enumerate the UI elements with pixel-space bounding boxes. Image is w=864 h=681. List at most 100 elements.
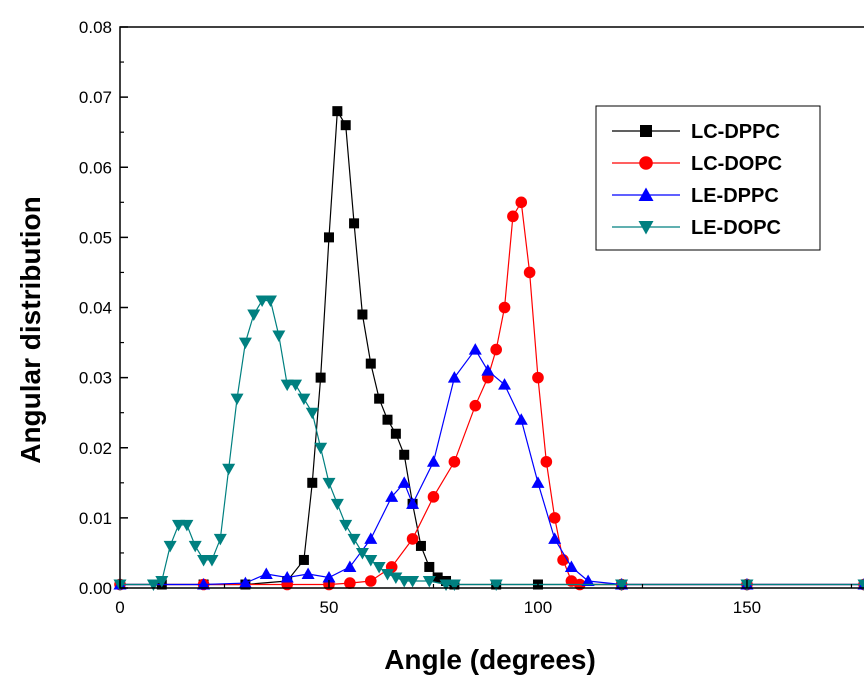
data-point [397,575,411,588]
data-point [197,577,211,590]
data-point [548,512,561,524]
data-point [323,232,334,243]
data-point [490,343,502,356]
data-point [447,371,461,383]
data-point [532,371,544,384]
legend-label: LE-DOPC [691,217,781,239]
data-point [481,364,495,376]
y-tick-label: 0.01 [79,509,112,528]
data-point [381,568,395,581]
legend-marker [638,221,654,235]
data-point [280,570,294,583]
data-point [406,575,420,588]
data-point [385,490,399,502]
data-point [272,330,286,343]
data-point [332,106,343,117]
data-point [489,579,503,591]
data-point [230,393,244,406]
data-point [343,560,357,572]
legend-item-LC-DOPC: LC-DOPC [612,153,782,175]
data-point [155,575,169,588]
legend-label: LE-DPPC [691,185,779,207]
data-point [315,372,326,383]
data-point [498,301,511,314]
data-point [365,358,376,369]
data-point [146,579,160,591]
data-point [349,218,360,229]
data-point [355,547,369,560]
data-point [347,533,361,546]
legend-item-LE-DOPC: LE-DOPC [612,217,781,239]
data-point [406,497,420,509]
data-point [298,554,309,565]
legend: LC-DPPC LC-DOPC LE-DPPC LE-DOPC [595,105,821,251]
data-point [280,379,294,392]
data-point [330,498,344,511]
x-tick-label: 150 [733,598,761,617]
y-tick-label: 0.07 [79,88,112,107]
data-point [507,210,519,223]
legend-marker [639,156,653,170]
data-point [247,309,261,322]
legend-item-LC-DPPC: LC-DPPC [612,121,780,143]
data-point [263,295,277,307]
data-point [390,428,401,439]
data-point [615,579,629,591]
data-point [382,414,393,425]
data-point [297,393,311,406]
y-tick-label: 0.00 [79,579,112,598]
data-point [427,491,440,503]
data-point [564,560,578,572]
data-point [340,120,351,131]
data-point [448,455,461,468]
series-line [120,299,864,586]
data-point [255,295,269,307]
data-point [422,575,436,588]
data-point [498,378,512,390]
data-point [307,477,318,488]
data-point [322,477,336,490]
legend-marker [640,125,652,137]
y-tick-label: 0.02 [79,439,112,458]
legend-label: LC-DPPC [691,121,780,143]
legend-marker [638,187,654,201]
y-tick-label: 0.05 [79,228,112,247]
data-point [468,343,482,355]
data-point [339,519,353,532]
data-point [447,579,461,591]
data-point [548,532,562,544]
data-point [357,309,368,320]
data-point [364,554,378,567]
data-point [439,579,453,591]
data-point [399,449,410,460]
data-point [301,567,315,579]
data-point [322,570,336,583]
data-point [188,540,202,553]
data-point [515,196,528,209]
x-axis-title: Angle (degrees) [384,644,596,675]
data-point [163,540,177,553]
data-point [397,476,411,488]
legend-box [595,105,821,251]
y-axis-title: Angular distribution [15,196,46,464]
data-point [523,266,536,279]
data-point [259,567,273,579]
legend-item-LE-DPPC: LE-DPPC [612,185,779,207]
data-point [426,455,440,467]
y-tick-label: 0.06 [79,158,112,177]
data-point [432,572,443,583]
data-point [581,574,595,586]
y-tick-label: 0.03 [79,369,112,388]
data-point [469,399,482,412]
y-tick-label: 0.04 [79,299,112,318]
data-point [238,576,252,589]
data-point [374,393,385,404]
data-point [415,540,426,551]
data-point [314,442,328,455]
data-point [540,455,553,468]
axes: 0 50 100 150 0.00 0.01 0.02 0.03 0.04 0.05 0.06 0.0… [79,18,864,617]
y-tick-label: 0.08 [79,18,112,37]
data-point [364,575,377,587]
